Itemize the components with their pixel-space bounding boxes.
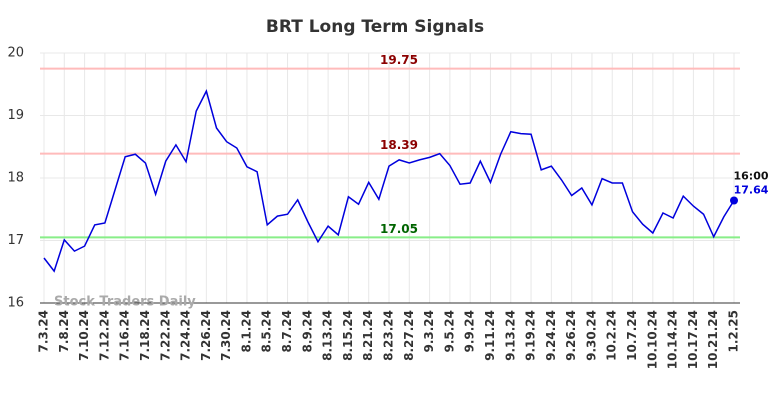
price-line bbox=[43, 89, 735, 273]
x-tick-label: 7.30.24 bbox=[219, 310, 233, 361]
x-tick-label: 9.30.24 bbox=[584, 310, 598, 361]
y-tick-label: 18 bbox=[7, 171, 24, 186]
x-tick-label: 10.21.24 bbox=[706, 310, 720, 369]
x-tick-label: 8.7.24 bbox=[280, 310, 294, 353]
signal-label: 19.75 bbox=[380, 53, 418, 67]
x-tick-label: 9.3.24 bbox=[422, 310, 436, 353]
y-tick-label: 17 bbox=[7, 233, 24, 248]
x-tick-label: 9.26.24 bbox=[564, 310, 578, 361]
last-value: 17.64 bbox=[734, 184, 769, 197]
x-tick-label: 8.13.24 bbox=[321, 310, 335, 361]
x-tick-label: 7.10.24 bbox=[77, 310, 91, 361]
x-tick-label: 9.13.24 bbox=[503, 310, 517, 361]
y-tick-label: 19 bbox=[7, 108, 24, 123]
x-tick-label: 9.5.24 bbox=[442, 310, 456, 353]
x-tick-label: 8.23.24 bbox=[382, 310, 396, 361]
x-tick-label: 7.24.24 bbox=[179, 310, 193, 361]
chart-title: BRT Long Term Signals bbox=[266, 17, 484, 37]
y-tick-label: 16 bbox=[7, 296, 24, 311]
x-tick-label: 7.22.24 bbox=[158, 310, 172, 361]
x-tick-label: 10.10.24 bbox=[645, 310, 659, 369]
x-tick-label: 7.16.24 bbox=[118, 310, 132, 361]
x-tick-label: 8.21.24 bbox=[361, 310, 375, 361]
x-tick-label: 9.24.24 bbox=[544, 310, 558, 361]
last-time: 16:00 bbox=[733, 170, 768, 183]
x-tick-label: 10.17.24 bbox=[686, 310, 700, 369]
x-tick-label: 10.7.24 bbox=[625, 310, 639, 361]
x-tick-label: 8.5.24 bbox=[260, 310, 274, 353]
x-tick-label: 8.15.24 bbox=[341, 310, 355, 361]
x-tick-label: 9.11.24 bbox=[483, 310, 497, 361]
signal-label: 18.39 bbox=[380, 138, 418, 152]
x-tick-label: 9.19.24 bbox=[524, 310, 538, 361]
x-tick-label: 10.2.24 bbox=[605, 310, 619, 361]
x-tick-label: 7.8.24 bbox=[57, 310, 71, 353]
y-tick-label: 20 bbox=[7, 46, 24, 61]
x-tick-label: 7.12.24 bbox=[97, 310, 111, 361]
x-tick-label: 8.1.24 bbox=[239, 310, 253, 353]
x-tick-label: 1.2.25 bbox=[727, 310, 741, 353]
last-point bbox=[730, 196, 738, 205]
x-tick-label: 7.26.24 bbox=[199, 310, 213, 361]
x-tick-label: 8.27.24 bbox=[402, 310, 416, 361]
watermark: Stock Traders Daily bbox=[54, 295, 196, 310]
x-tick-label: 10.14.24 bbox=[666, 310, 680, 369]
x-tick-label: 7.3.24 bbox=[37, 310, 51, 353]
signal-label: 17.05 bbox=[380, 222, 418, 236]
x-tick-label: 7.18.24 bbox=[138, 310, 152, 361]
x-tick-label: 8.9.24 bbox=[300, 310, 314, 353]
x-tick-label: 9.9.24 bbox=[463, 310, 477, 353]
